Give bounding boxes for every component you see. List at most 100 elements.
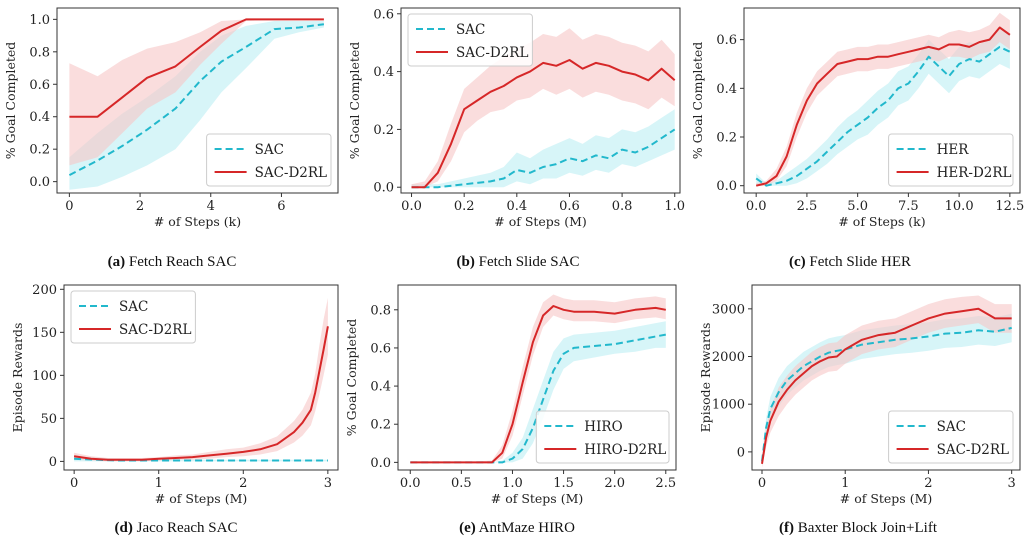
y-tick-label: 100 — [32, 369, 57, 384]
plot-frame — [56, 7, 339, 194]
caption-text: Fetch Slide HER — [809, 254, 911, 270]
panel-caption: (a) Fetch Reach SAC — [108, 254, 237, 270]
x-tick-label: 1 — [155, 476, 163, 491]
caption-text: Jaco Reach SAC — [137, 520, 238, 536]
y-tick-label: 0.0 — [716, 179, 737, 194]
y-tick-label: 0.4 — [373, 65, 394, 80]
y-axis-label: % Goal Completed — [347, 42, 362, 160]
legend-label: HIRO — [584, 419, 622, 435]
legend-label: SAC-D2RL — [456, 45, 528, 61]
y-tick-label: 0 — [737, 445, 745, 460]
y-axis-label: % Goal Completed — [3, 42, 18, 160]
series-line-baseline — [68, 23, 325, 176]
x-axis-label: # of Steps (k) — [838, 214, 925, 229]
y-tick-label: 0.4 — [716, 82, 737, 97]
x-tick-label: 1.0 — [664, 199, 685, 214]
series-line-d2rl — [69, 18, 324, 118]
x-tick-label: 0.4 — [506, 199, 527, 214]
series-line-d2rl — [410, 305, 666, 464]
x-tick-label: 0.0 — [401, 199, 422, 214]
caption-tag: (e) — [459, 520, 476, 536]
chart-panel-b: 0.0 0.2 0.4 0.6 0.8 1.00.00.20.40.6# of Steps… — [347, 7, 685, 270]
x-tick-label: 0.5 — [451, 476, 472, 491]
x-tick-label: 10.0 — [945, 199, 974, 214]
y-tick-label: 1000 — [712, 398, 745, 413]
legend-label: SAC — [937, 419, 966, 435]
y-axis-label: Episode Rewards — [698, 323, 713, 433]
y-tick-label: 0.0 — [373, 181, 394, 196]
legend-label: SAC — [456, 22, 485, 38]
x-tick-label: 2 — [136, 199, 144, 214]
confidence-band-baseline — [410, 321, 666, 463]
chart-panel-e: 0.0 0.5 1.0 1.5 2.0 2.5 0.0 0.2 0.4 0.6 0.8 # of St… — [344, 284, 677, 536]
y-tick-label: 0 — [49, 455, 57, 470]
legend: HIRO HIRO-D2RL — [535, 410, 670, 464]
legend: HER HER-D2RL — [888, 133, 1014, 187]
x-tick-label: 0.8 — [612, 199, 633, 214]
legend-label: SAC — [255, 142, 284, 158]
y-tick-label: 200 — [32, 283, 57, 298]
x-tick-label: 3 — [324, 476, 332, 491]
y-tick-label: 0.4 — [370, 380, 391, 395]
y-tick-label: 0.2 — [370, 418, 391, 433]
caption-tag: (d) — [115, 520, 133, 536]
panel-caption: (e) AntMaze HIRO — [459, 520, 575, 536]
x-axis-label: # of Steps (M) — [840, 491, 933, 506]
x-axis-label: # of Steps (M) — [494, 214, 587, 229]
chart-panel-a: 0 2 4 6 0.0 0.2 0.4 0.6 0.8 1.0 # of Steps (k) % Go… — [3, 7, 339, 270]
confidence-band-d2rl — [411, 28, 675, 188]
series-line-d2rl — [755, 26, 1011, 187]
confidence-band-baseline — [756, 29, 1010, 186]
panel-caption: (c) Fetch Slide HER — [789, 254, 911, 270]
chart-panel-c: 0.0 2.5 5.0 7.5 10.0 12.5 0.0 0.2 0.4 0.6 # of Ste… — [690, 7, 1024, 270]
y-tick-label: 1.0 — [29, 13, 50, 28]
x-tick-label: 0.0 — [746, 199, 767, 214]
confidence-band-d2rl — [69, 19, 324, 166]
plot-frame — [397, 284, 677, 471]
legend: SAC SAC-D2RL — [206, 133, 332, 187]
plot-series-group — [755, 12, 1011, 187]
legend: SAC SAC-D2RL — [70, 290, 196, 344]
plot-frame — [751, 284, 1021, 471]
x-tick-label: 2 — [924, 476, 932, 491]
x-tick-label: 12.5 — [995, 199, 1024, 214]
y-tick-label: 0.2 — [373, 123, 394, 138]
legend-label: SAC-D2RL — [937, 442, 1009, 458]
y-tick-label: 0.0 — [370, 456, 391, 471]
legend-label: SAC — [119, 299, 148, 315]
series-line-d2rl — [73, 326, 329, 461]
y-tick-label: 150 — [32, 326, 57, 341]
legend: SAC SAC-D2RL — [888, 410, 1014, 464]
caption-text: Fetch Reach SAC — [129, 254, 236, 270]
y-tick-label: 3000 — [712, 302, 745, 317]
legend-label: HER — [937, 142, 970, 158]
caption-text: Baxter Block Join+Lift — [798, 520, 938, 536]
chart-panel-f: 0 1 2 3 0 1000 2000 3000 # of Steps (M) Episode R… — [698, 284, 1021, 536]
panel-caption: (b) Fetch Slide SAC — [457, 254, 580, 270]
x-tick-label: 2.0 — [604, 476, 625, 491]
y-tick-label: 50 — [40, 412, 57, 427]
x-tick-label: 2.5 — [655, 476, 676, 491]
x-tick-label: 0 — [758, 476, 766, 491]
panel-caption: (d) Jaco Reach SAC — [115, 520, 238, 536]
series-line-d2rl — [761, 307, 1012, 464]
chart-panel-d: 0 1 2 3 0 50 100 150 200 # of Steps (M) Episode Re… — [10, 283, 339, 536]
caption-tag: (c) — [789, 254, 806, 270]
x-axis-label: # of Steps (k) — [154, 214, 241, 229]
x-tick-label: 3 — [1008, 476, 1016, 491]
y-tick-label: 0.2 — [29, 143, 50, 158]
confidence-band-baseline — [69, 21, 324, 190]
legend: SAC SAC-D2RL — [407, 13, 533, 67]
x-tick-label: 2.5 — [797, 199, 818, 214]
series-line-baseline — [761, 326, 1012, 462]
y-tick-label: 0.0 — [29, 175, 50, 190]
x-tick-label: 5.0 — [847, 199, 868, 214]
x-tick-label: 7.5 — [898, 199, 919, 214]
y-tick-label: 0.6 — [373, 7, 394, 22]
x-axis-label: # of Steps (M) — [491, 491, 584, 506]
plot-series-group — [410, 294, 666, 464]
x-tick-label: 1.0 — [502, 476, 523, 491]
caption-text: AntMaze HIRO — [479, 520, 575, 536]
legend-label: HIRO-D2RL — [584, 442, 666, 458]
